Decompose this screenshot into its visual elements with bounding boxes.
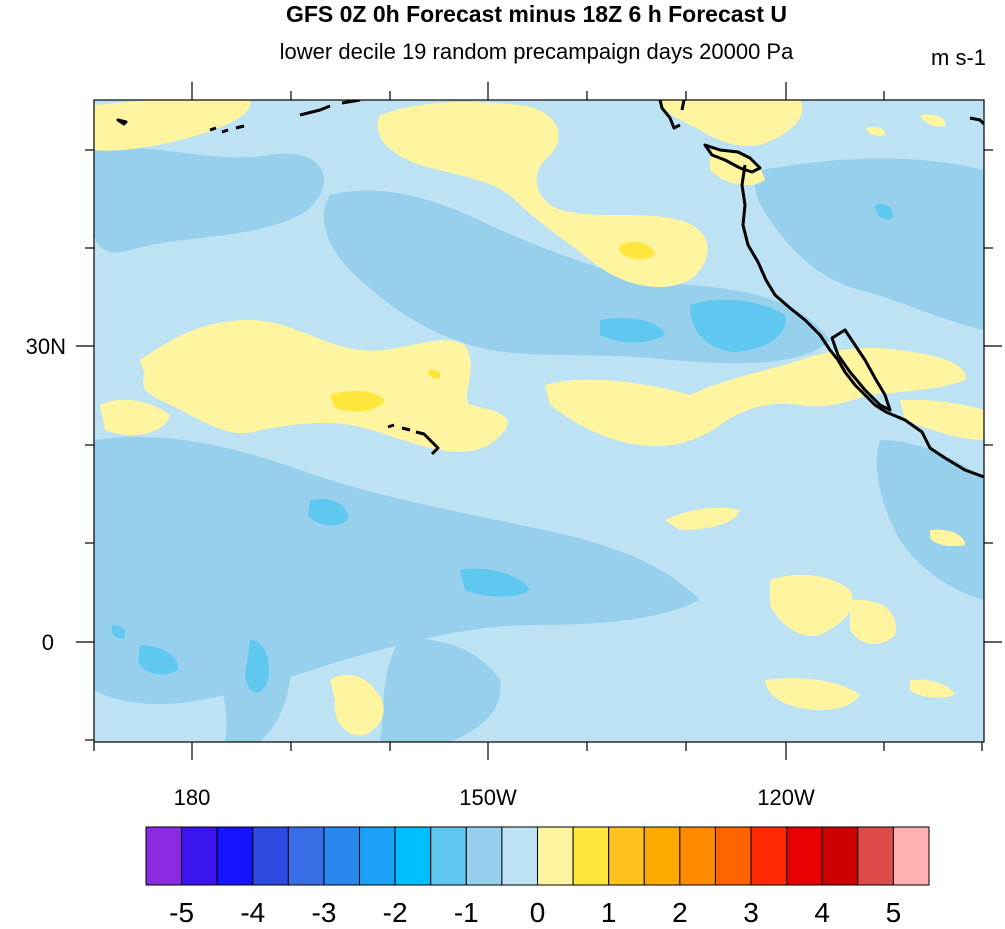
lon-label-120w: 120W (757, 785, 815, 810)
coastlines (116, 100, 984, 479)
colorbar-label: -1 (453, 897, 479, 928)
colorbar (145, 826, 930, 886)
colorbar-box (394, 826, 432, 886)
colorbar-box (643, 826, 681, 886)
colorbar-label: -4 (240, 897, 266, 928)
colorbar-box (145, 826, 183, 886)
colorbar-label: -2 (382, 897, 408, 928)
units-label: m s-1 (931, 45, 986, 70)
colorbar-label: 4 (814, 897, 830, 928)
contour-field (94, 100, 984, 742)
colorbar-box (287, 826, 325, 886)
colorbar-label: -3 (311, 897, 337, 928)
map-subtitle: lower decile 19 random precampaign days … (279, 39, 794, 64)
colorbar-label: 3 (743, 897, 759, 928)
colorbar-box (572, 826, 610, 886)
colorbar-box (821, 826, 859, 886)
colorbar-label: 0 (529, 897, 546, 928)
colorbar-box (430, 826, 467, 886)
lat-label-30n: 30N (25, 334, 66, 359)
lat-label-0: 0 (41, 630, 54, 655)
colorbar-box (714, 826, 752, 886)
colorbar-box (252, 826, 289, 886)
colorbar-label: 2 (672, 897, 688, 928)
colorbar-box (465, 826, 503, 886)
colorbar-box (679, 826, 716, 886)
colorbar-box (501, 826, 539, 886)
colorbar-box (323, 826, 361, 886)
lon-label-150w: 150W (459, 785, 517, 810)
colorbar-box (181, 826, 218, 886)
strong-negative-spots (111, 204, 894, 693)
map-title: GFS 0Z 0h Forecast minus 18Z 6 h Forecas… (285, 1, 788, 27)
lon-label-180: 180 (173, 785, 211, 810)
colorbar-box (216, 826, 254, 886)
colorbar-box (892, 826, 930, 886)
axis-ticks (76, 82, 1002, 760)
colorbar-label: 5 (885, 897, 902, 928)
colorbar-box (359, 826, 396, 886)
colorbar-box (786, 826, 823, 886)
strong-positive-spots (330, 241, 655, 412)
colorbar-box (608, 826, 645, 886)
colorbar-label: 1 (600, 897, 617, 928)
positive-anomaly-regions (94, 100, 984, 736)
colorbar-box (537, 826, 574, 886)
colorbar-box (857, 826, 894, 886)
map-frame (93, 99, 985, 743)
colorbar-label: -5 (169, 897, 195, 928)
colorbar-box (750, 826, 788, 886)
